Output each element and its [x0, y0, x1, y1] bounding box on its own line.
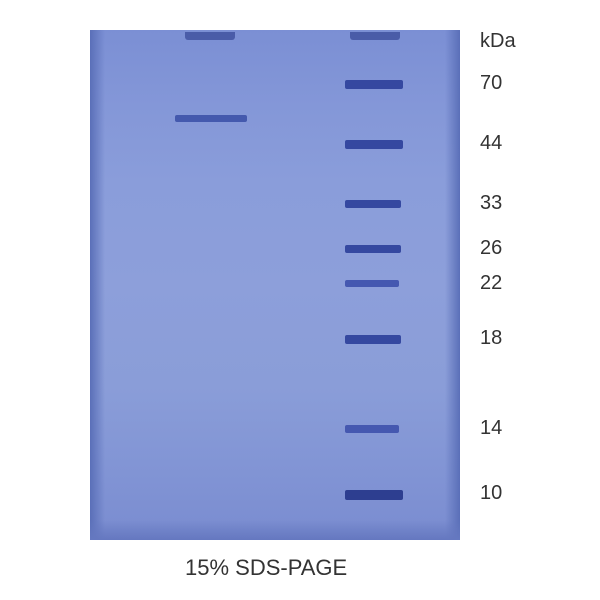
gel-edge-right: [445, 30, 460, 540]
ladder-band-44: [345, 140, 403, 149]
gel-background: [90, 30, 460, 540]
kda-label-33: 33: [480, 192, 502, 215]
ladder-band-70: [345, 80, 403, 89]
gel-edge-bottom: [90, 520, 460, 540]
gel-well: [350, 32, 400, 40]
kda-unit-label: kDa: [480, 30, 516, 53]
kda-label-14: 14: [480, 417, 502, 440]
gel-caption: 15% SDS-PAGE: [185, 555, 347, 581]
ladder-band-33: [345, 200, 401, 208]
ladder-band-18: [345, 335, 401, 344]
gel-container: [90, 30, 460, 540]
gel-edge-left: [90, 30, 105, 540]
ladder-band-10: [345, 490, 403, 500]
kda-label-18: 18: [480, 327, 502, 350]
kda-label-10: 10: [480, 482, 502, 505]
kda-label-44: 44: [480, 132, 502, 155]
gel-well: [185, 32, 235, 40]
kda-label-70: 70: [480, 72, 502, 95]
sample-band: [175, 115, 247, 122]
ladder-band-26: [345, 245, 401, 253]
ladder-band-14: [345, 425, 399, 433]
kda-label-26: 26: [480, 237, 502, 260]
kda-label-22: 22: [480, 272, 502, 295]
ladder-band-22: [345, 280, 399, 287]
